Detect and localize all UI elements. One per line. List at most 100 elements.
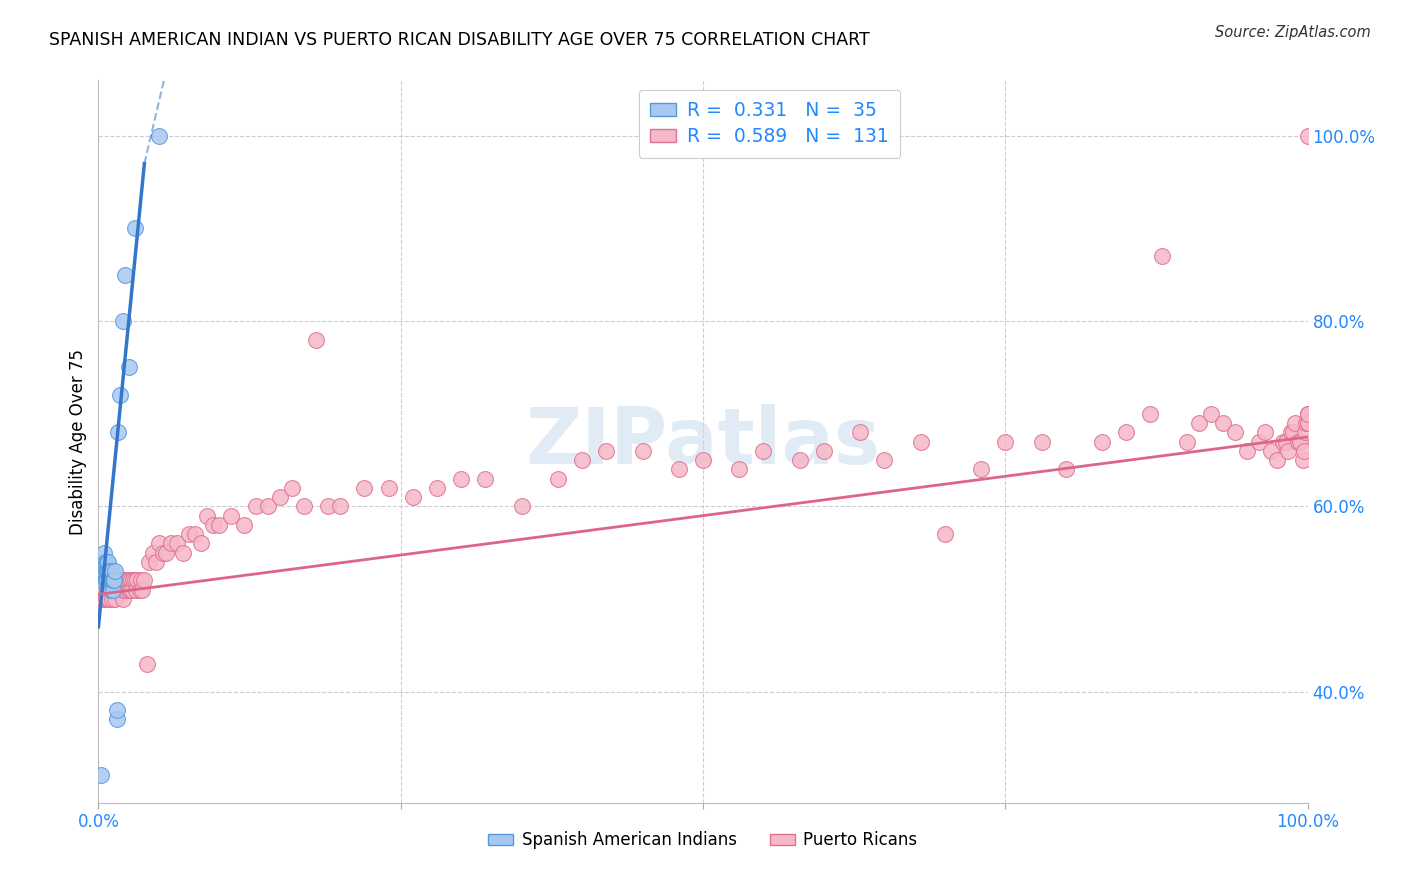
- Text: SPANISH AMERICAN INDIAN VS PUERTO RICAN DISABILITY AGE OVER 75 CORRELATION CHART: SPANISH AMERICAN INDIAN VS PUERTO RICAN …: [49, 31, 870, 49]
- Point: [1031, 434, 1053, 449]
- Point: [1292, 453, 1315, 467]
- Point: [1296, 407, 1319, 421]
- Point: [114, 268, 136, 282]
- Point: [114, 582, 136, 597]
- Point: [789, 453, 811, 467]
- Point: [121, 582, 143, 597]
- Point: [571, 453, 593, 467]
- Point: [1260, 443, 1282, 458]
- Point: [108, 574, 131, 588]
- Point: [100, 574, 122, 588]
- Point: [281, 481, 304, 495]
- Point: [1294, 425, 1316, 440]
- Point: [752, 443, 775, 458]
- Point: [101, 582, 124, 597]
- Point: [96, 564, 118, 578]
- Point: [1296, 416, 1319, 430]
- Point: [118, 582, 141, 597]
- Point: [91, 574, 114, 588]
- Point: [96, 574, 118, 588]
- Point: [1275, 434, 1298, 449]
- Legend: Spanish American Indians, Puerto Ricans: Spanish American Indians, Puerto Ricans: [482, 824, 924, 856]
- Point: [111, 314, 134, 328]
- Point: [108, 582, 131, 597]
- Point: [155, 546, 177, 560]
- Point: [93, 546, 115, 560]
- Point: [120, 574, 142, 588]
- Point: [100, 582, 122, 597]
- Point: [1091, 434, 1114, 449]
- Point: [970, 462, 993, 476]
- Point: [1289, 434, 1312, 449]
- Point: [1236, 443, 1258, 458]
- Point: [292, 500, 315, 514]
- Point: [111, 574, 134, 588]
- Point: [316, 500, 339, 514]
- Point: [125, 582, 148, 597]
- Point: [97, 555, 120, 569]
- Point: [1284, 416, 1306, 430]
- Point: [114, 574, 136, 588]
- Point: [100, 574, 122, 588]
- Point: [105, 574, 128, 588]
- Point: [93, 564, 115, 578]
- Point: [94, 592, 117, 607]
- Point: [118, 582, 141, 597]
- Point: [134, 574, 156, 588]
- Point: [91, 564, 114, 578]
- Point: [221, 508, 243, 523]
- Point: [595, 443, 617, 458]
- Point: [873, 453, 896, 467]
- Point: [402, 490, 425, 504]
- Point: [122, 574, 145, 588]
- Point: [107, 425, 129, 440]
- Point: [91, 555, 114, 569]
- Point: [103, 582, 125, 597]
- Point: [93, 582, 115, 597]
- Point: [245, 500, 267, 514]
- Point: [849, 425, 872, 440]
- Point: [190, 536, 212, 550]
- Point: [631, 443, 654, 458]
- Point: [91, 592, 114, 607]
- Point: [107, 582, 129, 597]
- Text: ZIPatlas: ZIPatlas: [526, 403, 880, 480]
- Point: [93, 555, 115, 569]
- Point: [148, 128, 170, 143]
- Point: [111, 592, 134, 607]
- Point: [91, 564, 114, 578]
- Point: [124, 221, 146, 235]
- Point: [105, 713, 128, 727]
- Point: [1249, 434, 1271, 449]
- Point: [256, 500, 278, 514]
- Point: [728, 462, 751, 476]
- Point: [1279, 425, 1302, 440]
- Point: [103, 574, 125, 588]
- Point: [97, 564, 120, 578]
- Point: [1188, 416, 1211, 430]
- Point: [934, 527, 956, 541]
- Point: [202, 517, 225, 532]
- Text: Source: ZipAtlas.com: Source: ZipAtlas.com: [1215, 25, 1371, 40]
- Point: [510, 500, 533, 514]
- Point: [131, 582, 153, 597]
- Point: [100, 574, 122, 588]
- Point: [269, 490, 291, 504]
- Point: [184, 527, 207, 541]
- Point: [98, 574, 121, 588]
- Point: [104, 564, 127, 578]
- Point: [353, 481, 375, 495]
- Point: [1282, 425, 1305, 440]
- Point: [96, 582, 118, 597]
- Point: [107, 574, 129, 588]
- Point: [1296, 407, 1319, 421]
- Point: [377, 481, 399, 495]
- Point: [1295, 416, 1317, 430]
- Point: [98, 592, 121, 607]
- Point: [138, 555, 160, 569]
- Point: [910, 434, 932, 449]
- Point: [97, 574, 120, 588]
- Point: [179, 527, 201, 541]
- Point: [813, 443, 835, 458]
- Point: [101, 574, 124, 588]
